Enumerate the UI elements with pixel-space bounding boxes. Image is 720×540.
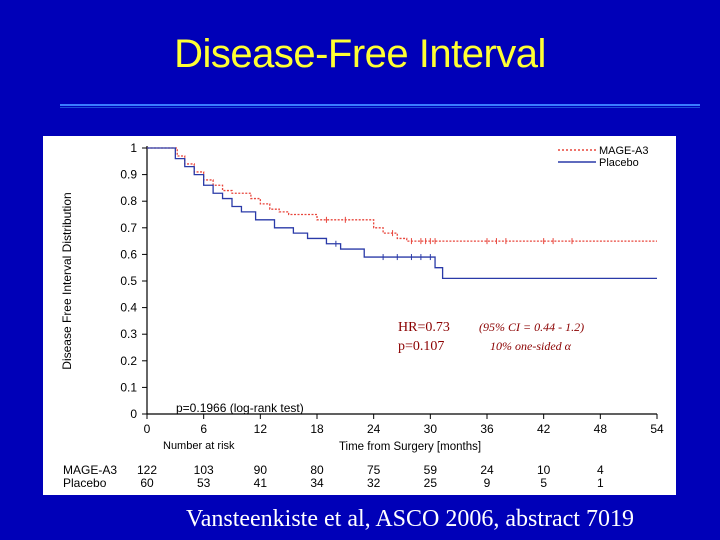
risk-table-heading: Number at risk: [163, 440, 235, 452]
slide-title: Disease-Free Interval: [174, 32, 546, 76]
risk-value: 10: [537, 463, 551, 477]
y-tick-label: 0.1: [120, 380, 137, 394]
risk-value: 4: [597, 463, 604, 477]
x-tick-label: 36: [480, 422, 494, 436]
risk-row-label: Placebo: [63, 476, 107, 490]
x-tick-label: 48: [594, 422, 608, 436]
risk-value: 25: [424, 476, 438, 490]
risk-value: 34: [310, 476, 324, 490]
y-tick-label: 1: [130, 141, 137, 155]
title-divider-line: [60, 104, 700, 106]
one-sided-annotation: 10% one-sided α: [490, 339, 572, 353]
risk-value: 41: [254, 476, 268, 490]
citation: Vansteenkiste et al, ASCO 2006, abstract…: [186, 506, 634, 532]
km-chart: Disease Free Interval Distribution Time f…: [60, 141, 664, 490]
legend: MAGE-A3 Placebo: [558, 145, 649, 169]
risk-value: 122: [137, 463, 157, 477]
y-tick-label: 0: [130, 407, 137, 421]
x-tick-label: 12: [254, 422, 268, 436]
x-tick-label: 0: [144, 422, 151, 436]
chart-panel: Disease Free Interval Distribution Time f…: [43, 136, 676, 495]
risk-value: 60: [140, 476, 154, 490]
risk-value: 1: [597, 476, 604, 490]
risk-row-label: MAGE-A3: [63, 463, 117, 477]
legend-label-mage: MAGE-A3: [599, 145, 649, 157]
y-tick-label: 0.3: [120, 327, 137, 341]
logrank-annotation: p=0.1966 (log-rank test): [176, 401, 304, 415]
title-divider-shadow: [60, 107, 700, 108]
y-tick-label: 0.2: [120, 354, 137, 368]
series-line-mage-a3: [147, 147, 657, 242]
y-tick-label: 0.6: [120, 247, 137, 261]
p-value-annotation: p=0.107: [398, 339, 444, 354]
x-tick-label: 24: [367, 422, 381, 436]
risk-value: 103: [194, 463, 214, 477]
axes: Disease Free Interval Distribution Time f…: [60, 146, 657, 453]
x-ticks: 0 6 12 18 24 30 36 42 48 54: [144, 414, 664, 436]
y-tick-label: 0.8: [120, 194, 137, 208]
x-tick-label: 42: [537, 422, 551, 436]
y-tick-label: 0.4: [120, 301, 137, 315]
x-tick-label: 6: [200, 422, 207, 436]
risk-value: 53: [197, 476, 211, 490]
risk-value: 24: [480, 463, 494, 477]
y-ticks: 0 0.1 0.2 0.3 0.4 0.5 0.6 0.7 0.8 0.9 1: [120, 141, 147, 421]
x-tick-label: 18: [310, 422, 324, 436]
y-axis-label: Disease Free Interval Distribution: [60, 192, 74, 369]
risk-value: 59: [424, 463, 438, 477]
risk-value: 32: [367, 476, 381, 490]
ci-annotation: (95% CI = 0.44 - 1.2): [479, 320, 584, 334]
risk-value: 9: [484, 476, 491, 490]
series-line-placebo: [147, 147, 657, 279]
series-group: [147, 147, 657, 279]
y-tick-label: 0.9: [120, 168, 137, 182]
risk-value: 90: [254, 463, 268, 477]
risk-value: 5: [540, 476, 547, 490]
x-tick-label: 54: [650, 422, 664, 436]
risk-value: 80: [310, 463, 324, 477]
risk-value: 75: [367, 463, 381, 477]
x-axis-label: Time from Surgery [months]: [339, 441, 481, 453]
y-tick-label: 0.7: [120, 221, 137, 235]
y-tick-label: 0.5: [120, 274, 137, 288]
hr-annotation: HR=0.73: [398, 320, 450, 335]
legend-label-placebo: Placebo: [599, 157, 639, 169]
x-tick-label: 30: [424, 422, 438, 436]
title-divider: [60, 104, 700, 109]
